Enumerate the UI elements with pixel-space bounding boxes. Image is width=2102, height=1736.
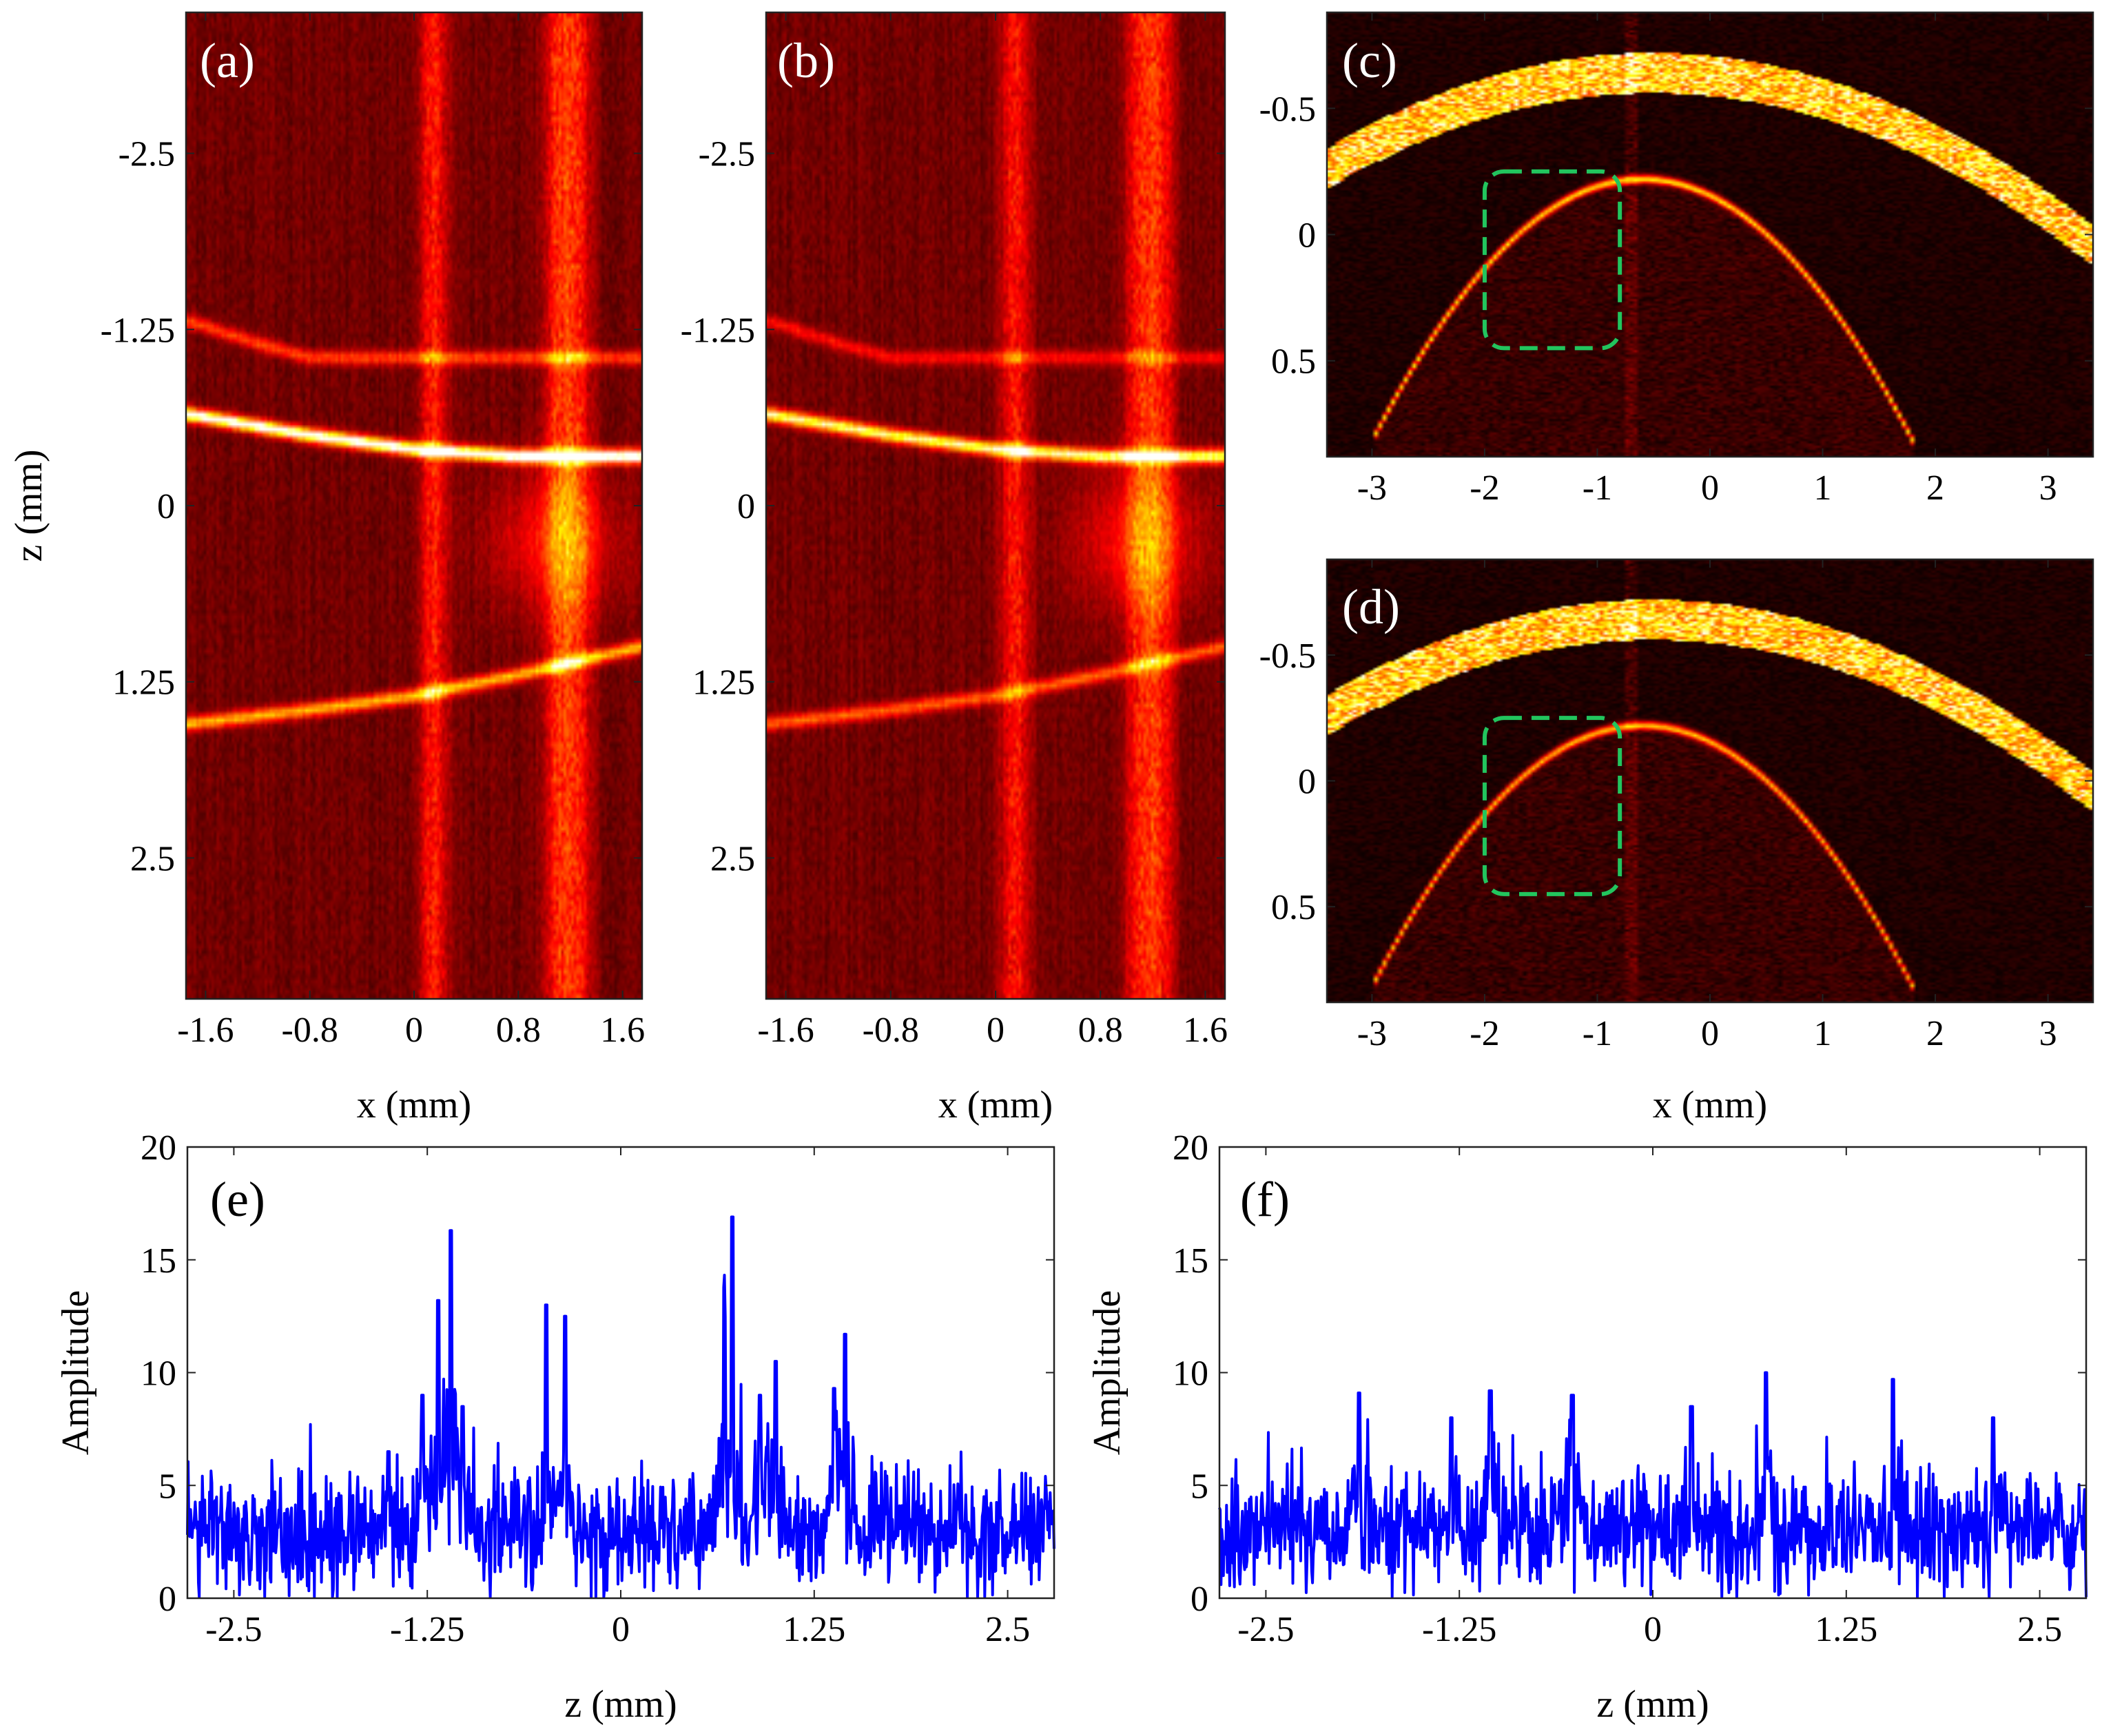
x-axis-label: z (mm) xyxy=(1596,1683,1709,1726)
y-tick-label: -0.5 xyxy=(1259,90,1316,129)
x-tick-label: -2 xyxy=(1470,468,1499,508)
panel-label: (d) xyxy=(1342,579,1400,634)
roi-box xyxy=(1482,169,1622,351)
x-tick-label: 2 xyxy=(1926,468,1944,508)
panel-label: (b) xyxy=(777,33,835,88)
y-tick-label: 5 xyxy=(1191,1467,1208,1506)
heatmap-image xyxy=(1327,559,2093,1002)
x-tick-label: 3 xyxy=(2039,468,2057,508)
y-tick-label: 10 xyxy=(141,1354,176,1394)
heatmap-image xyxy=(1327,12,2093,457)
y-tick-label: -2.5 xyxy=(699,135,755,174)
roi-box xyxy=(1482,716,1622,896)
panel-label: (c) xyxy=(1342,33,1397,88)
x-tick-label: -1.6 xyxy=(757,1011,814,1050)
x-tick-label: 1.25 xyxy=(1815,1610,1877,1649)
x-axis-label: x (mm) xyxy=(357,1084,471,1126)
heatmap-image xyxy=(766,12,1225,999)
y-tick-label: 15 xyxy=(1173,1241,1208,1281)
y-tick-label: 5 xyxy=(158,1467,176,1506)
y-axis-label: Amplitude xyxy=(54,1290,97,1456)
x-tick-label: 0 xyxy=(987,1011,1004,1050)
y-axis-label: Amplitude xyxy=(1086,1290,1129,1456)
panel-b: -1.6 -0.8 0 0.8 1.6 -2.5 -1.25 0 1.25 2.5 x (mm) (… xyxy=(681,11,1228,1126)
x-tick-label: 2.5 xyxy=(985,1610,1030,1649)
x-tick-label: -1.25 xyxy=(1422,1610,1496,1649)
x-tick-label: 1.6 xyxy=(600,1011,645,1050)
y-tick-label: -0.5 xyxy=(1259,637,1316,676)
x-axis-label: z (mm) xyxy=(564,1683,677,1726)
y-tick-label: 20 xyxy=(141,1128,176,1168)
x-tick-label: -2.5 xyxy=(1237,1610,1294,1649)
x-tick-label: 0 xyxy=(1701,468,1719,508)
x-tick-label: 0 xyxy=(612,1610,630,1649)
x-tick-label: 0 xyxy=(405,1011,423,1050)
y-tick-label: 1.25 xyxy=(692,663,755,703)
x-tick-label: -2.5 xyxy=(205,1610,262,1649)
x-tick-label: -0.8 xyxy=(863,1011,919,1050)
x-tick-label: 2 xyxy=(1926,1014,1944,1053)
y-tick-label: 1.25 xyxy=(112,663,175,703)
x-tick-label: -1.25 xyxy=(390,1610,464,1649)
x-tick-label: 1.25 xyxy=(783,1610,845,1649)
x-tick-label: 3 xyxy=(2039,1014,2057,1053)
amplitude-line xyxy=(1218,1371,2088,1599)
x-tick-label: 0 xyxy=(1701,1014,1719,1053)
x-tick-label: 1 xyxy=(1814,1014,1832,1053)
x-tick-label: 1 xyxy=(1814,468,1832,508)
x-axis-label: x (mm) xyxy=(1653,1084,1767,1126)
y-tick-label: 0 xyxy=(1191,1580,1208,1619)
panel-f: -2.5 -1.25 0 1.25 2.5 0 5 10 15 20 z (mm) Amplitude… xyxy=(1086,1128,2088,1726)
x-tick-label: 1.6 xyxy=(1183,1011,1228,1050)
x-tick-label: -1.6 xyxy=(177,1011,234,1050)
y-tick-label: 0.5 xyxy=(1271,888,1316,927)
y-tick-label: -1.25 xyxy=(101,311,175,350)
x-tick-label: -3 xyxy=(1357,468,1387,508)
amplitude-line xyxy=(186,1215,1055,1599)
heatmap-image xyxy=(186,12,642,999)
y-tick-label: 0 xyxy=(1298,216,1316,256)
y-tick-label: 0 xyxy=(1298,763,1316,802)
y-tick-label: 15 xyxy=(141,1241,176,1281)
x-tick-label: -2 xyxy=(1470,1014,1499,1053)
y-tick-label: 0 xyxy=(737,487,755,526)
y-tick-label: 2.5 xyxy=(130,839,175,878)
x-tick-label: 0.8 xyxy=(496,1011,541,1050)
y-tick-label: 20 xyxy=(1173,1128,1208,1168)
panel-e: -2.5 -1.25 0 1.25 2.5 0 5 10 15 20 z (mm) Amplitude… xyxy=(54,1128,1055,1726)
x-tick-label: -0.8 xyxy=(282,1011,338,1050)
x-tick-label: 2.5 xyxy=(2017,1610,2062,1649)
panel-label: (e) xyxy=(210,1172,265,1227)
y-tick-label: 2.5 xyxy=(710,839,755,878)
panel-d: -3 -2 -1 0 1 2 3 -0.5 0 0.5 x (mm) (d) xyxy=(1259,558,2094,1126)
x-tick-label: -1 xyxy=(1583,1014,1612,1053)
x-tick-label: 0.8 xyxy=(1078,1011,1123,1050)
y-tick-label: -2.5 xyxy=(119,135,175,174)
y-tick-label: 10 xyxy=(1173,1354,1208,1394)
y-tick-label: 0 xyxy=(158,1580,176,1619)
x-tick-label: 0 xyxy=(1644,1610,1662,1649)
x-axis-label: x (mm) xyxy=(938,1084,1053,1126)
y-tick-label: 0 xyxy=(157,487,175,526)
panel-label: (a) xyxy=(200,33,255,88)
y-tick-label: 0.5 xyxy=(1271,342,1316,382)
y-tick-label: -1.25 xyxy=(681,311,755,350)
x-tick-label: -3 xyxy=(1357,1014,1387,1053)
panel-label: (f) xyxy=(1240,1172,1290,1227)
x-tick-label: -1 xyxy=(1583,468,1612,508)
y-axis-label: z (mm) xyxy=(8,449,50,561)
panel-a: -1.6 -0.8 0 0.8 1.6 -2.5 -1.25 0 1.25 2.5 x (mm) z … xyxy=(8,11,645,1126)
panel-c: -3 -2 -1 0 1 2 3 -0.5 0 0.5 (c) xyxy=(1259,11,2094,508)
